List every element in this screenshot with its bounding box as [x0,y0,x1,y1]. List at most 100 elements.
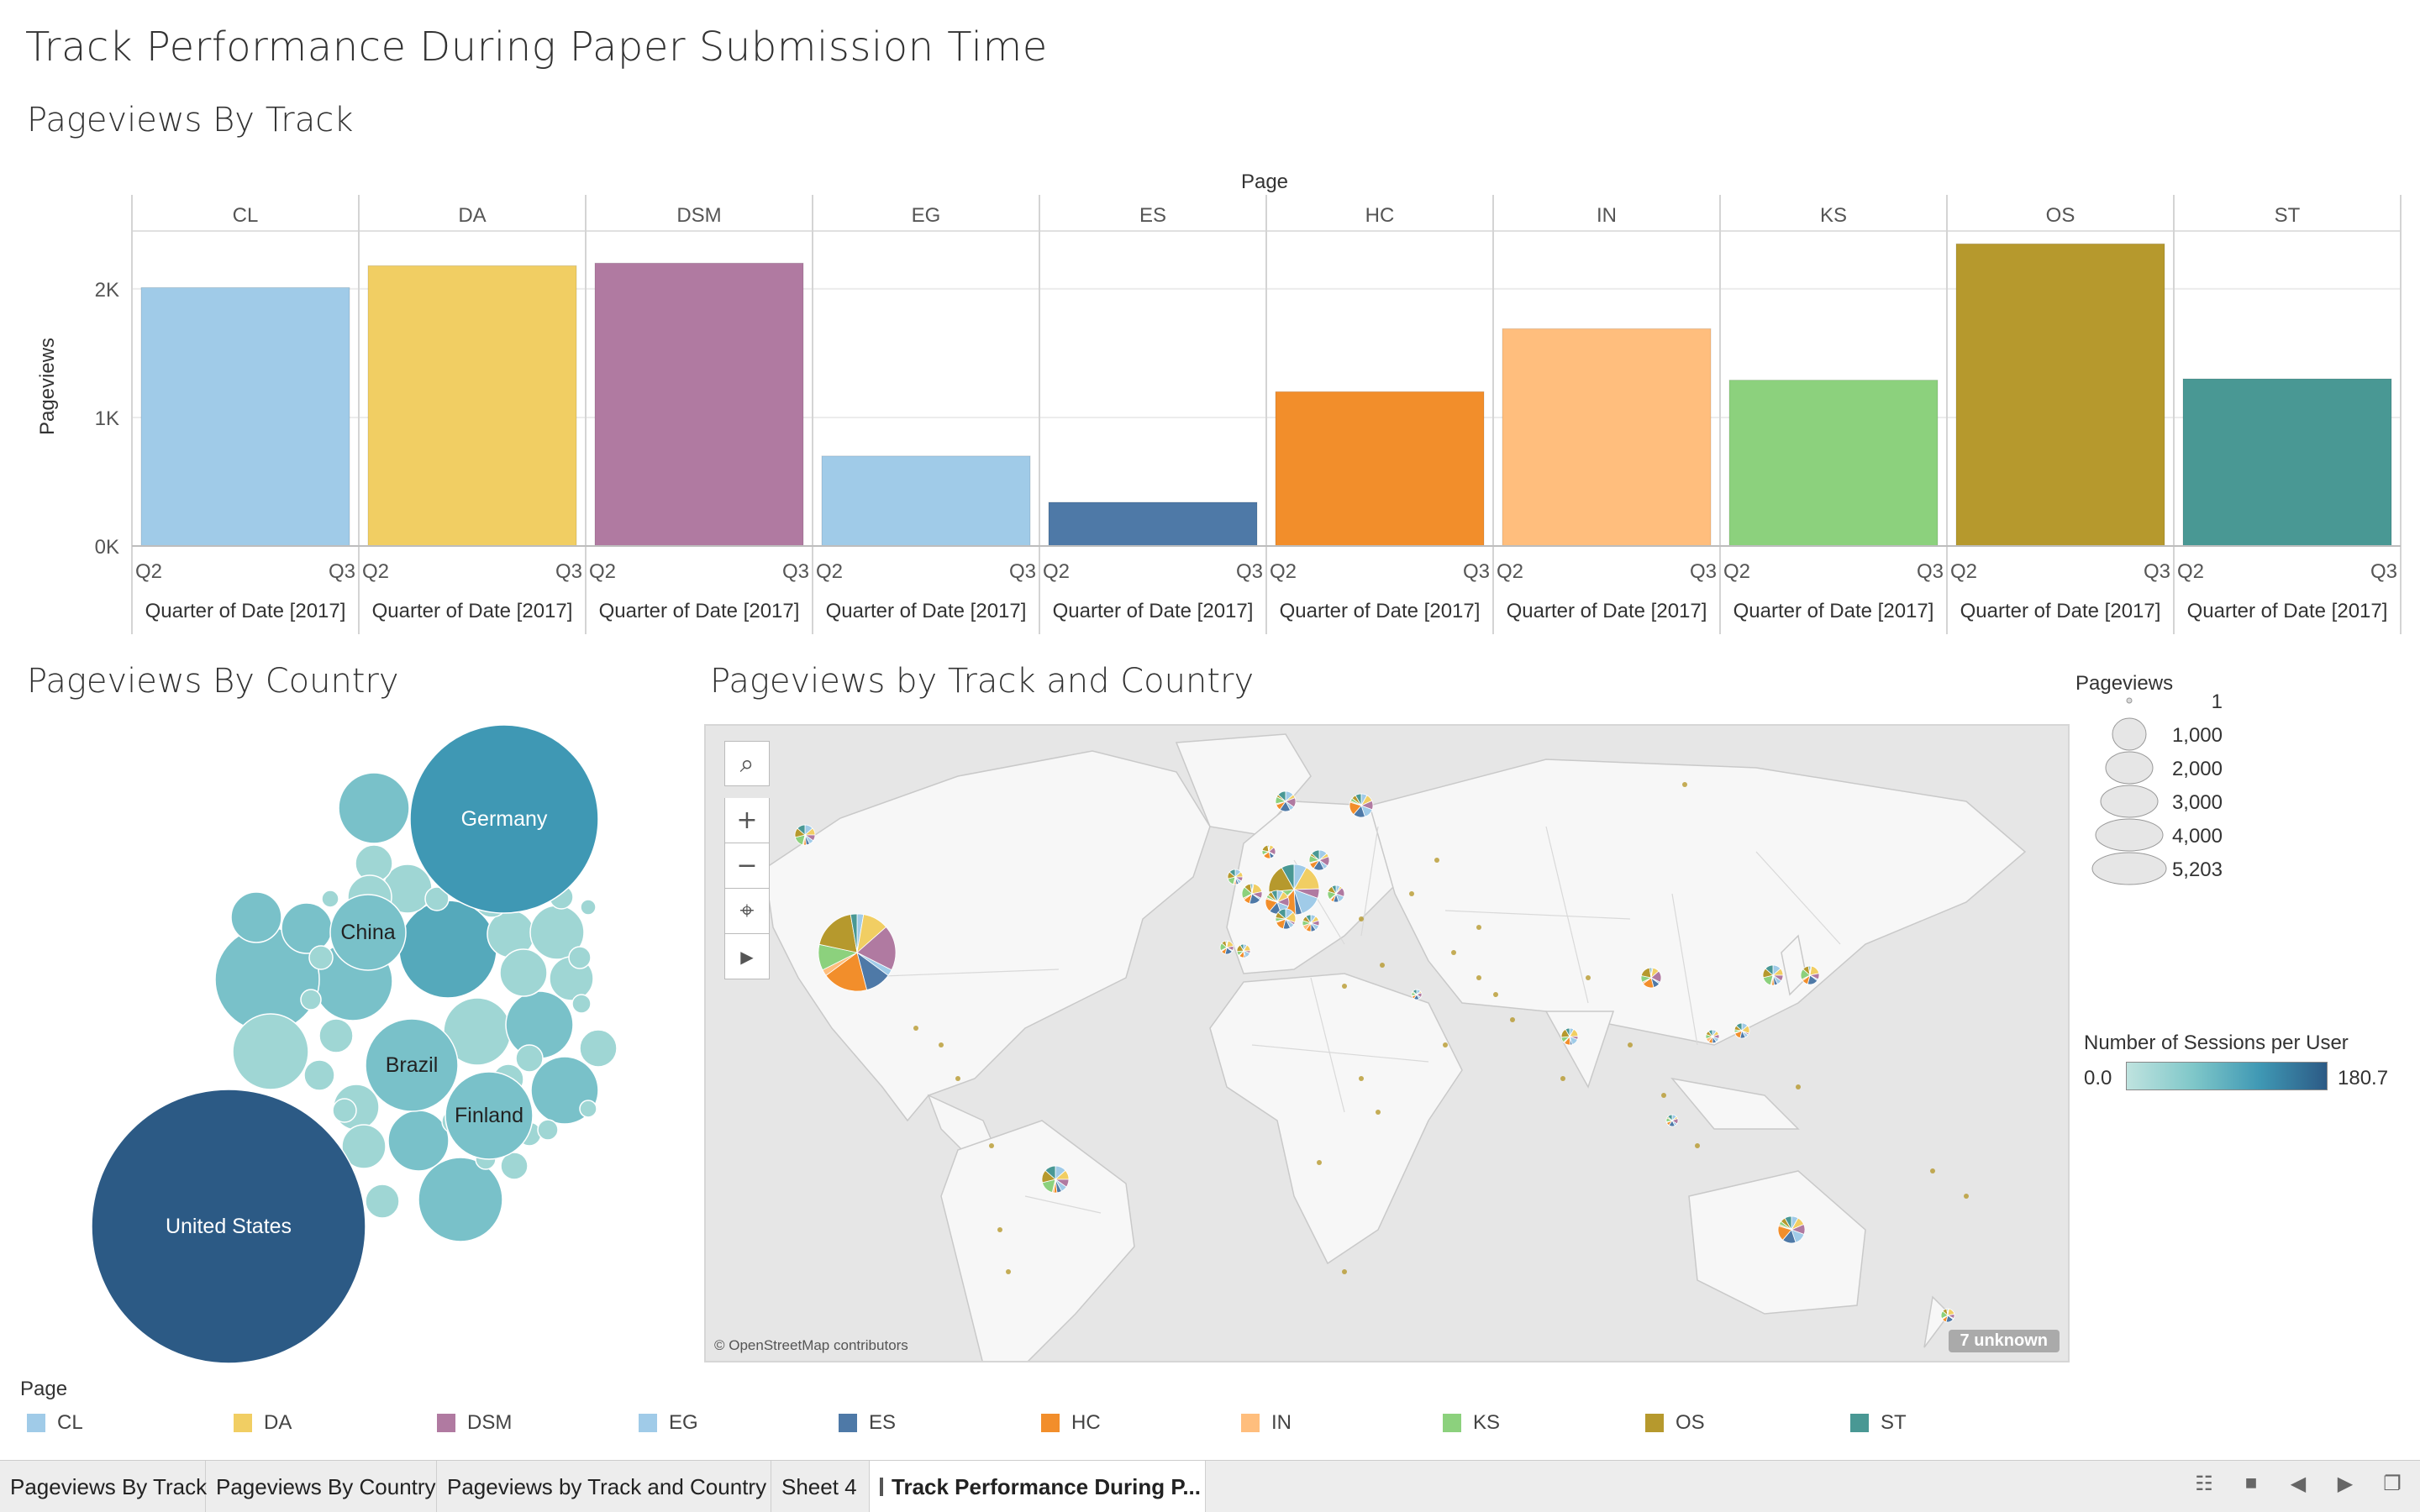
page-legend-item-in[interactable]: IN [1241,1411,1292,1435]
map-pie [1327,885,1345,903]
unknown-badge[interactable]: 7 unknown [1948,1330,2060,1352]
sheet-tab-2[interactable]: Pageviews By Country [206,1461,437,1512]
country-bubble-label: United States [166,1215,292,1238]
sheet-sorter-icon[interactable]: ☷ [2195,1472,2213,1495]
color-legend-ramp [2126,1062,2328,1090]
prev-sheet-icon[interactable]: ◀ [2290,1472,2307,1495]
page-legend-item-es[interactable]: ES [839,1411,896,1435]
country-bubble-chart[interactable]: United States Germany China Brazil Finland [0,706,655,1378]
page-legend-item-os[interactable]: OS [1645,1411,1705,1435]
country-bubble-label: Brazil [386,1053,439,1077]
map-landmass [1209,973,1463,1265]
sheet-tab-1[interactable]: Pageviews By Track [0,1461,207,1512]
map-search-icon[interactable]: ⌕ [724,741,770,786]
country-bubble [303,1059,335,1091]
country-bubble [418,1157,503,1242]
sheet-tab-label: Sheet 4 [781,1473,857,1499]
country-bubble-label: Finland [455,1104,523,1127]
size-legend-mark [2091,852,2167,885]
play-icon[interactable]: ▶ [724,934,770,979]
page-legend-item-dsm[interactable]: DSM [437,1411,512,1435]
next-sheet-icon[interactable]: ▶ [2337,1472,2354,1495]
bar-category-label: OS [2046,204,2075,227]
page-legend-title: Page [20,1378,68,1400]
bar-x-axis-label: Quarter of Date [2017] [826,600,1027,622]
bar-x-axis-label: Quarter of Date [2017] [145,600,346,622]
size-legend-mark [2105,751,2154,785]
page-legend-swatch [1850,1414,1869,1432]
nav-icons: ☷ ■ ◀ ▶ ❐ [2193,1472,2403,1495]
country-bubble-finland [445,1071,534,1160]
sheet-tab-label: Pageviews By Country [216,1473,436,1499]
sheet-tab-4[interactable]: Sheet 4 [771,1461,870,1512]
bar-x-tick: Q3 [1917,560,1944,583]
bar-y-tick: 1K [95,407,119,430]
country-bubble [579,1100,597,1118]
map-pie-slice [1239,943,1244,953]
zoom-out-icon[interactable]: − [724,843,770,889]
sheet-tab-5[interactable]: Track Performance During P... [870,1461,1206,1512]
map-pie-slice [825,952,868,992]
bar-x-tick: Q2 [135,560,162,583]
map-canvas[interactable] [706,726,2070,1362]
map-pie [1308,849,1330,871]
presentation-icon[interactable]: ❐ [2383,1472,2402,1495]
bar-category-label: ES [1139,204,1166,227]
map-pie-slice [1565,1027,1570,1038]
page-legend-item-eg[interactable]: EG [639,1411,698,1435]
map-pie [1261,844,1276,859]
map-pie-slice [1277,790,1286,802]
page-legend-item-ks[interactable]: KS [1443,1411,1500,1435]
page-legend-item-hc[interactable]: HC [1041,1411,1101,1435]
pin-icon[interactable]: ⌖ [724,889,770,934]
page-legend-item-st[interactable]: ST [1850,1411,1907,1435]
map-pie [1349,793,1374,818]
size-legend-label: 1,000 [2172,724,2223,747]
map-pie-slice [1735,1022,1743,1032]
map-point [1451,950,1456,955]
country-bubble [424,886,450,911]
sheet-tab-3[interactable]: Pageviews by Track and Country [437,1461,771,1512]
map-point [989,1143,994,1148]
page-legend-item-da[interactable]: DA [234,1411,292,1435]
map-pie [1640,967,1662,989]
zoom-in-icon[interactable]: + [724,798,770,843]
map-border [1671,893,1698,1046]
size-legend: 1 1,000 2,000 3,000 4,000 5,203 [2091,690,2223,885]
map-pie-slice [1281,864,1295,891]
size-legend-label: 2,000 [2172,758,2223,780]
bar-x-axis-label: Quarter of Date [2017] [1280,600,1481,622]
bar-chart-title: Pageviews By Track [27,101,354,139]
map-landmass [1544,1011,1615,1089]
map-landmass [1670,1077,1800,1130]
bar-OS [1955,243,2165,547]
map-pie [1275,908,1297,930]
bar-x-tick: Q3 [555,560,582,583]
country-bubble [579,1029,618,1068]
map-border [1755,851,1841,945]
osm-credit[interactable]: © OpenStreetMap contributors [714,1337,908,1353]
filmstrip-icon[interactable]: ■ [2244,1472,2258,1494]
page-legend-label: ES [869,1411,897,1434]
country-bubble [500,1152,529,1180]
map-landmass [1688,1170,1866,1315]
size-legend-title: Pageviews [2075,672,2174,695]
bar-chart[interactable]: Page 0K 1K 2K Pageviews CL Q2 Q3 Quarter of Date… [0,160,2403,647]
map-pie-slice [1649,967,1652,979]
map-pie-slice [1807,965,1811,976]
bar-HC [1275,391,1485,547]
size-legend-mark [2095,818,2164,852]
country-bubble [387,1110,450,1172]
map-point [1964,1194,1969,1199]
bar-x-axis-label: Quarter of Date [2017] [1507,600,1707,622]
bar-DA [367,265,577,547]
bar-EG [821,455,1031,547]
page-legend-item-cl[interactable]: CL [27,1411,83,1435]
map-title: Pageviews by Track and Country [710,662,1255,701]
bar-x-tick: Q2 [1950,560,1977,583]
map-pie-slice [850,913,858,953]
map-pie-slice [1667,1114,1673,1121]
world-map[interactable]: ⌕ + − ⌖ ▶ © OpenStreetMap contributors 7… [704,724,2070,1362]
size-legend-label: 3,000 [2172,791,2223,814]
map-point [1493,992,1498,997]
